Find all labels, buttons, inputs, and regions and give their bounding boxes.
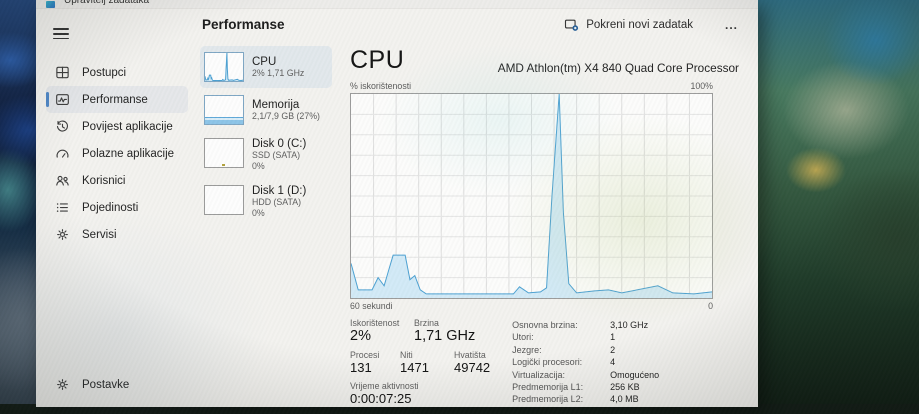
sidebar-item-postupci[interactable]: Postupci [46,59,188,86]
gear-icon [55,377,71,393]
task-manager-window: Upravitelj zadataka Postupci [36,0,758,407]
performance-panel-list: CPU 2% 1,71 GHz Memorija 2,1/7,9 [194,40,336,406]
detail-value: 4,0 MB [610,394,639,405]
detail-label: Osnovna brzina: [512,320,578,330]
detail-label: Utori: [512,332,534,343]
stat-label: Procesi [350,350,380,360]
page-header: Performanse Pokreni novi zadatak ... [194,9,758,40]
hamburger-icon [53,28,69,30]
cpu-utilization-value: 2% [350,328,371,344]
startup-apps-icon [55,146,71,162]
users-icon [55,173,71,189]
panel-subtitle: 2,1/7,9 GB (27%) [252,110,320,121]
x-axis-right-label: 0 [708,301,713,311]
cpu-usage-chart[interactable] [350,93,713,299]
sidebar-item-label: Postavke [82,378,130,391]
cpu-detail-pane: CPU AMD Athlon(tm) X4 840 Quad Core Proc… [336,40,758,406]
cpu-thumbnail-chart [204,52,244,82]
uptime-value: 0:00:07:25 [350,391,412,406]
cpu-stats-right: Osnovna brzina: 3,10 GHz Utori: 1 Jezgre: 2… [512,318,659,406]
processor-name: AMD Athlon(tm) X4 840 Quad Core Processo… [497,61,739,75]
details-icon [55,200,71,216]
detail-label: Jezgre: [512,344,542,355]
panel-cpu[interactable]: CPU 2% 1,71 GHz [200,46,332,88]
sidebar-item-label: Performanse [82,93,148,106]
stat-label: Hvatišta [454,350,486,360]
panel-title: CPU [252,55,277,68]
cpu-speed-value: 1,71 GHz [414,328,476,344]
panel-title: Disk 1 (D:) [252,184,307,197]
sidebar-item-label: Korisnici [82,174,126,187]
y-axis-label: % iskorištenosti [350,81,412,91]
stat-label: Brzina [414,318,439,328]
new-task-icon [565,19,579,31]
detail-label: Logički procesori: [512,357,583,368]
task-manager-app-icon [46,1,55,8]
sidebar-item-servisi[interactable]: Servisi [46,221,188,248]
window-title: Upravitelj zadataka [64,0,150,6]
sidebar-item-label: Servisi [82,228,117,241]
disk0-thumbnail-chart [204,138,244,168]
detail-label: Virtualizacija: [512,369,566,380]
cpu-stats: Iskorištenost Brzina 2% 1,71 GHz Procesi… [350,318,713,406]
run-new-task-button[interactable]: Pokreni novi zadatak [556,13,701,36]
memory-thumbnail-chart [204,95,244,125]
detail-value: 256 KB [610,382,640,393]
sidebar: Postupci Performanse Povijest aplikacije [36,9,194,406]
y-axis-max-label: 100% [690,81,714,91]
sidebar-item-postavke[interactable]: Postavke [46,371,188,398]
sidebar-item-pojedinosti[interactable]: Pojedinosti [46,194,188,221]
performance-icon [55,92,71,108]
panel-title: Memorija [252,98,300,111]
run-new-task-label: Pokreni novi zadatak [586,18,693,31]
sidebar-item-label: Povijest aplikacije [82,120,173,133]
detail-value: 3,10 GHz [610,320,649,330]
panel-memorija[interactable]: Memorija 2,1/7,9 GB (27%) [200,89,332,131]
detail-label: Predmemorija L1: [512,382,584,393]
detail-value: 4 [610,357,616,368]
window-titlebar[interactable]: Upravitelj zadataka [36,0,758,9]
more-options-button[interactable]: ... [724,17,738,32]
sidebar-item-korisnici[interactable]: Korisnici [46,167,188,194]
services-icon [55,227,71,243]
desktop-wallpaper-right [756,0,919,414]
cpu-pane-title: CPU [350,46,405,74]
stat-label: Iskorištenost [350,318,400,328]
detail-label: Predmemorija L2: [512,394,584,405]
sidebar-item-label: Pojedinosti [82,201,139,214]
panel-subtitle: 2% 1,71 GHz [252,67,305,78]
threads-count: 1471 [400,360,429,375]
processes-icon [55,65,71,81]
sidebar-item-label: Postupci [82,66,127,79]
panel-subtitle: SSD (SATA) [252,150,301,160]
handles-count: 49742 [454,360,491,375]
desktop-wallpaper-bottom [0,404,919,414]
stat-label: Niti [400,350,413,360]
panel-title: Disk 0 (C:) [252,138,307,150]
sidebar-item-povijest-aplikacije[interactable]: Povijest aplikacije [46,113,188,140]
cpu-stats-left: Iskorištenost Brzina 2% 1,71 GHz Procesi… [350,318,490,406]
processes-count: 131 [350,360,372,375]
sidebar-item-polazne-aplikacije[interactable]: Polazne aplikacije [46,140,188,167]
panel-disk-0[interactable]: Disk 0 (C:) SSD (SATA) 0% [200,132,332,178]
detail-value: 1 [610,332,616,343]
page-title: Performanse [202,17,285,32]
panel-subtitle: 0% [252,207,265,218]
x-axis-left-label: 60 sekundi [350,301,393,311]
panel-subtitle: 0% [252,160,265,171]
stat-label: Vrijeme aktivnosti [350,381,419,391]
sidebar-item-performanse[interactable]: Performanse [46,86,188,113]
sidebar-nav: Postupci Performanse Povijest aplikacije [46,59,188,248]
hamburger-menu-button[interactable] [46,19,76,45]
detail-value: 2 [610,344,616,355]
disk1-thumbnail-chart [204,184,244,215]
panel-disk-1[interactable]: Disk 1 (D:) HDD (SATA) 0% [200,179,332,225]
panel-subtitle: HDD (SATA) [252,196,302,207]
sidebar-item-label: Polazne aplikacije [82,147,175,160]
detail-value: Omogućeno [610,369,660,380]
app-history-icon [55,119,71,135]
